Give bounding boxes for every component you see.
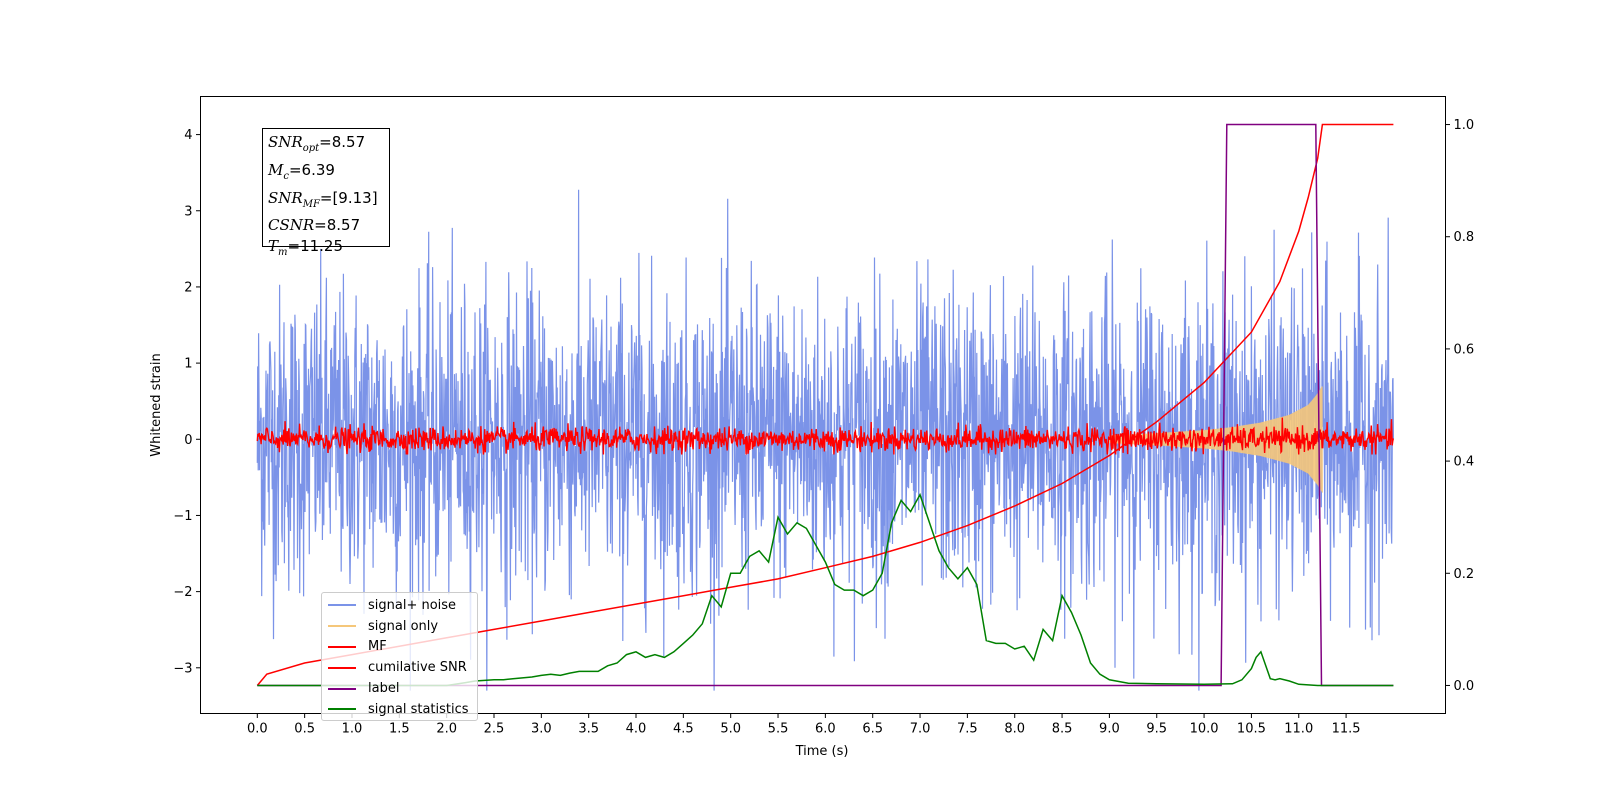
x-tick-label: 6.5 [862,722,883,737]
annotation-csnr: CSNR=8.57 [268,216,361,235]
legend-swatch [328,708,356,711]
annotation-mc: Mc=6.39 [268,160,335,182]
x-tick-label: 8.0 [1004,722,1025,737]
x-tick-label: 1.0 [342,722,363,737]
series-signal-noise [256,189,1394,691]
x-tick-label: 8.5 [1052,722,1073,737]
y-left-tick-label: 2 [184,280,192,295]
annotation-box: SNRopt=8.57 Mc=6.39 SNRMF=[9.13] CSNR=8.… [262,128,390,258]
y-right-tick-label: 0.4 [1454,455,1475,470]
x-tick-label: 5.0 [720,722,741,737]
y-axis-label: Whitened strain [149,353,164,456]
x-tick-label: 10.0 [1190,722,1219,737]
x-tick-label: 1.5 [389,722,410,737]
y-right-tick-label: 0.6 [1454,342,1475,357]
y-left-tick-label: −2 [173,585,192,600]
x-tick-label: 9.5 [1146,722,1167,737]
annotation-tm: Tm=11.25 [268,237,344,259]
x-axis-ticks: 0.0 0.5 1.0 1.5 2.0 2.5 3.0 3.5 4.0 4.5 5.0 5.5 6.0 6… [247,713,1361,737]
legend-item-label: label [328,678,471,699]
y-right-tick-label: 0.8 [1454,230,1475,245]
x-tick-label: 4.5 [673,722,694,737]
x-tick-label: 11.0 [1284,722,1313,737]
legend-item-mf: MF [328,637,471,658]
y-left-tick-label: −1 [173,509,192,524]
y-right-tick-label: 0.2 [1454,567,1475,582]
x-tick-label: 3.0 [531,722,552,737]
x-tick-label: 11.5 [1332,722,1361,737]
x-tick-label: 0.5 [294,722,315,737]
legend: signal+ noise signal only MF cumilative … [321,592,478,721]
x-tick-label: 10.5 [1237,722,1266,737]
x-tick-label: 6.0 [815,722,836,737]
x-tick-label: 0.0 [247,722,268,737]
legend-item-signal-noise: signal+ noise [328,595,471,616]
legend-swatch [328,604,356,607]
legend-item-signal-only: signal only [328,616,471,637]
x-tick-label: 7.0 [910,722,931,737]
y-axis-right-ticks: 0.0 0.2 0.4 0.6 0.8 1.0 [1445,118,1475,694]
x-tick-label: 7.5 [957,722,978,737]
legend-swatch [328,645,356,648]
y-right-tick-label: 1.0 [1454,118,1475,133]
y-left-tick-label: 1 [184,357,192,372]
x-tick-label: 9.0 [1099,722,1120,737]
x-tick-label: 5.5 [768,722,789,737]
x-tick-label: 2.0 [436,722,457,737]
annotation-snr-opt: SNRopt=8.57 [268,133,366,154]
legend-swatch [328,687,356,690]
y-left-tick-label: 3 [184,204,192,219]
y-axis-left-ticks: −3 −2 −1 0 1 2 3 4 [173,128,201,676]
x-axis-label: Time (s) [795,744,849,759]
y-left-tick-label: 4 [184,128,192,143]
legend-item-signal-statistics: signal statistics [328,699,471,720]
x-tick-label: 4.0 [626,722,647,737]
y-left-tick-label: −3 [173,661,192,676]
legend-swatch [328,666,356,669]
x-tick-label: 3.5 [578,722,599,737]
legend-item-cumulative-snr: cumilative SNR [328,657,471,678]
series-signal-statistics [257,492,1394,687]
series-mf [256,417,1395,455]
plot-frame [200,96,1446,714]
legend-swatch [328,625,356,628]
y-right-tick-label: 0.0 [1454,679,1475,694]
y-left-tick-label: 0 [184,433,192,448]
x-tick-label: 2.5 [484,722,505,737]
annotation-snr-mf: SNRMF=[9.13] [268,188,378,210]
